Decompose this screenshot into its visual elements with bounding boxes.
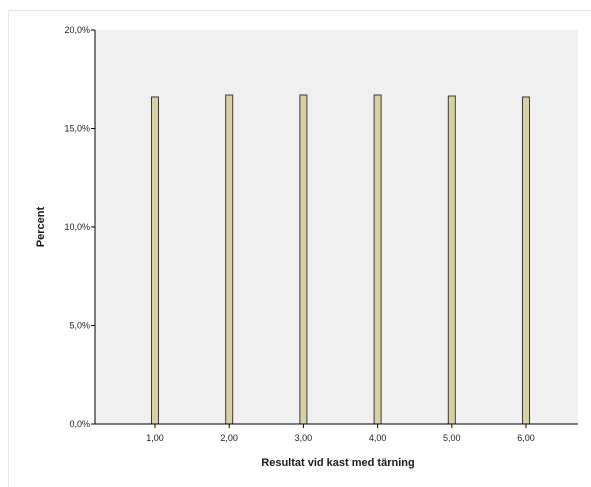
x-tick-label: 2,00 [220,433,238,443]
plot-area [95,30,578,424]
bar [447,95,456,425]
x-tick-label: 5,00 [443,433,461,443]
x-tick-label: 3,00 [295,433,313,443]
bar-series [151,94,530,425]
x-axis-ticks: 1,00 2,00 3,00 4,00 5,00 6,00 [146,424,535,443]
bar [225,94,234,425]
y-tick-label: 15,0% [64,124,90,134]
frame-border-top [8,10,591,11]
x-tick-label: 4,00 [369,433,387,443]
bar [151,96,159,425]
frame-border-left [8,10,9,487]
bar [373,94,382,425]
bar [522,96,530,425]
x-tick-label: 1,00 [146,433,164,443]
bar [299,94,308,425]
y-tick-label: 10,0% [64,222,90,232]
y-axis-ticks: 0,0% 5,0% 10,0% 15,0% 20,0% [64,25,95,429]
y-tick-label: 20,0% [64,25,90,35]
y-axis-title: Percent [35,206,47,247]
x-axis-title: Resultat vid kast med tärning [261,457,414,469]
x-tick-label: 6,00 [517,433,535,443]
y-tick-label: 5,0% [69,321,90,331]
y-tick-label: 0,0% [69,419,90,429]
